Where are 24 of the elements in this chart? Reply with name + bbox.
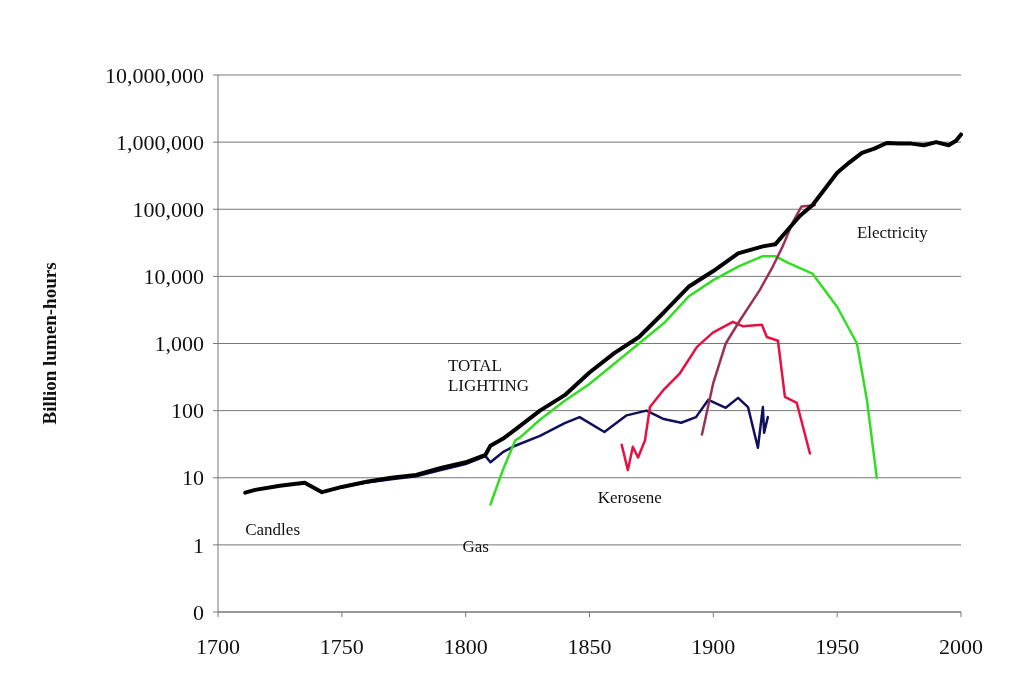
- y-tick-label: 100: [171, 398, 204, 424]
- x-tick-label: 1950: [815, 634, 860, 659]
- line-series: [700, 203, 817, 436]
- x-tick-label: 1850: [567, 634, 612, 659]
- line-series: [620, 320, 812, 472]
- y-tick-label: 10,000,000: [105, 62, 204, 88]
- series-label: TOTAL LIGHTING: [447, 355, 530, 395]
- y-tick-label: 100,000: [132, 196, 204, 222]
- y-tick-label: 1,000,000: [116, 129, 204, 155]
- series-label: Kerosene: [597, 487, 662, 507]
- text: Electricity: [856, 223, 929, 243]
- y-tick-label: 1: [193, 532, 204, 558]
- x-tick-label: 1800: [443, 634, 488, 659]
- y-tick-label: 10: [182, 465, 204, 491]
- series-label: Candles: [245, 519, 301, 539]
- series-label: Gas: [462, 537, 489, 557]
- x-tick-label: 1900: [691, 634, 736, 659]
- x-tick-label: 2000: [939, 634, 983, 659]
- y-tick-label: 1,000: [154, 331, 204, 357]
- x-tick-label: 1700: [196, 634, 240, 659]
- y-axis-title: Billion lumen-hours: [39, 262, 60, 425]
- x-tick-label: 1750: [319, 634, 364, 659]
- y-tick-label: 0: [193, 599, 204, 625]
- y-tick-label: 10,000: [143, 264, 204, 290]
